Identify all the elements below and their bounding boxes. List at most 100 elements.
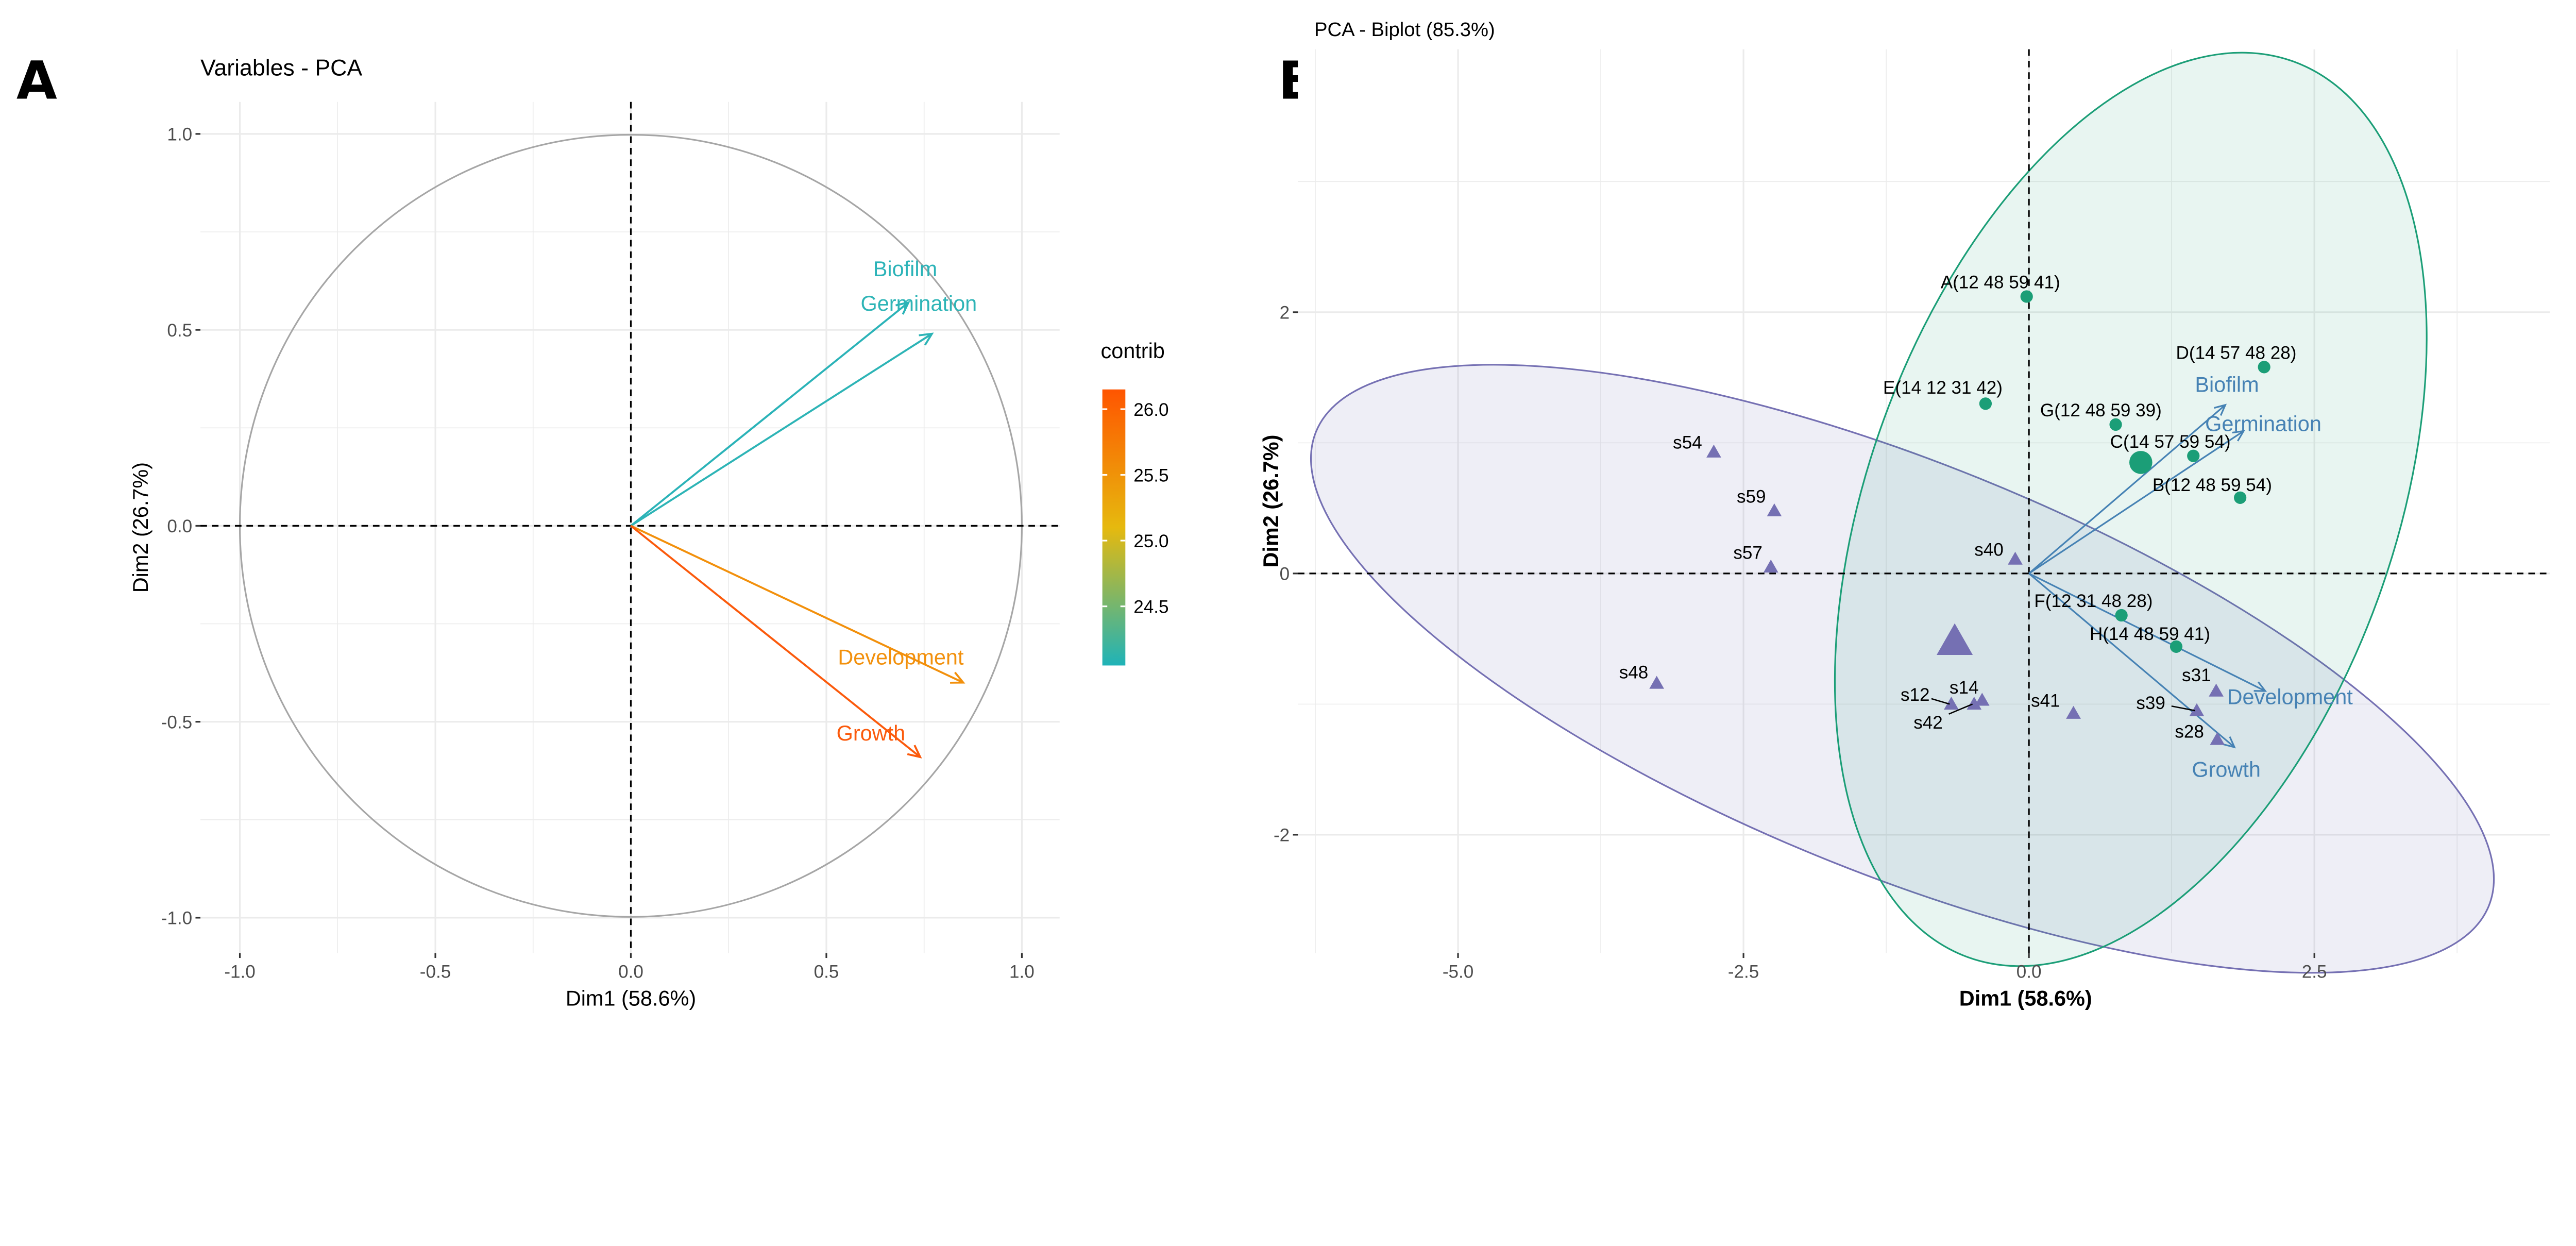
- group2-point: [1649, 676, 1664, 689]
- point-label: E(14 12 31 42): [1883, 378, 2003, 398]
- plot-area-a: -1.0 -0.5 0.0 0.5 1.0 1.0 0.5 0.0 -0.5 -1.0 Biofil…: [161, 102, 1060, 982]
- x-tick-label: 0.5: [814, 962, 839, 982]
- group1-point: [1979, 397, 1992, 410]
- variable-arrow-biofilm: [630, 301, 909, 527]
- colorbar-label: 24.5: [1133, 597, 1168, 617]
- point-label: s28: [2175, 722, 2204, 742]
- group2-point: [2008, 551, 2023, 565]
- variable-label: Development: [838, 645, 964, 669]
- point-label: s54: [1673, 433, 1702, 453]
- y-tick-label: -1.0: [161, 908, 192, 929]
- point-label: s48: [1619, 662, 1649, 682]
- group2-point: [2210, 732, 2225, 745]
- chart-title-a: Variables - PCA: [200, 56, 362, 81]
- point-label: s14: [1950, 678, 1979, 698]
- variable-label: Biofilm: [873, 257, 937, 281]
- group1-confidence-ellipse: [1834, 52, 2428, 967]
- variable-label: Germination: [2205, 412, 2321, 436]
- arrowhead-icon: [919, 332, 934, 346]
- label-leader-line: [1931, 698, 1950, 705]
- point-label: s42: [1913, 713, 1943, 733]
- arrowhead-icon: [2232, 430, 2245, 442]
- x-tick-label: -5.0: [1443, 962, 1473, 982]
- point-label: s39: [2136, 693, 2165, 713]
- group2-point: [1944, 697, 1959, 710]
- group2-point: [1967, 697, 1982, 710]
- y-tick-label: 0.5: [167, 321, 192, 341]
- variable-arrow-biofilm: [2028, 404, 2226, 575]
- panel-label-a: A: [16, 50, 57, 111]
- x-tick-label: 0.0: [618, 962, 643, 982]
- label-leader-line: [1948, 703, 1973, 715]
- group1-point: [2170, 640, 2183, 653]
- group2-confidence-ellipse: [1310, 364, 2495, 974]
- point-label: D(14 57 48 28): [2176, 343, 2297, 363]
- group2-mean-point: [1936, 623, 1973, 655]
- point-label: s57: [1733, 543, 1762, 563]
- x-tick-label: 1.0: [1009, 962, 1035, 982]
- variable-label: Biofilm: [2195, 372, 2259, 396]
- point-label: s12: [1901, 685, 1930, 705]
- variable-label: Growth: [2192, 757, 2261, 781]
- group2-point: [2189, 703, 2205, 716]
- variable-label: Germination: [860, 291, 977, 315]
- x-tick-label: 2.5: [2302, 962, 2327, 982]
- y-tick-label: -2: [1274, 826, 1290, 846]
- group2-point: [1974, 693, 1990, 706]
- y-tick-label: 0.0: [167, 516, 192, 536]
- variable-arrow-growth: [630, 525, 921, 758]
- point-label: B(12 48 59 54): [2153, 475, 2272, 495]
- colorbar-label: 25.5: [1133, 465, 1168, 485]
- y-tick-label: 2: [1280, 303, 1290, 323]
- variable-label: Growth: [837, 721, 906, 745]
- contrib-legend: 26.0 25.5 25.0 24.5: [1102, 389, 1168, 666]
- x-axis-title-a: Dim1 (58.6%): [566, 986, 696, 1011]
- point-label: C(14 57 59 54): [2110, 432, 2231, 452]
- arrowhead-icon: [2223, 736, 2236, 749]
- arrowhead-icon: [2253, 681, 2267, 692]
- legend-title: contrib: [1100, 339, 1164, 363]
- point-label: s31: [2182, 665, 2211, 685]
- x-tick-label: -1.0: [224, 962, 255, 982]
- group2-point: [2066, 705, 2081, 719]
- variable-arrow-growth: [2028, 573, 2235, 748]
- y-axis-title-a: Dim2 (26.7%): [128, 462, 152, 593]
- figure: A B Variables - PCA Dim1 (58.6%) Dim2 (2…: [16, 19, 2550, 1011]
- variable-arrow-development: [630, 525, 964, 684]
- group1-point: [2115, 609, 2128, 622]
- group2-point: [1706, 444, 1721, 458]
- group1-point: [2020, 290, 2033, 303]
- variables-pca-plot: Variables - PCA Dim1 (58.6%) Dim2 (26.7%…: [128, 56, 1169, 1011]
- point-label: A(12 48 59 41): [1941, 273, 2060, 293]
- point-label: s59: [1737, 486, 1766, 507]
- variable-arrow-germination: [2028, 430, 2244, 575]
- x-tick-label: -0.5: [420, 962, 451, 982]
- group1-point: [2258, 361, 2270, 374]
- y-tick-label: -0.5: [161, 712, 192, 732]
- variable-label: Development: [2227, 685, 2353, 709]
- arrowhead-icon: [895, 301, 910, 315]
- y-tick-label: 1.0: [167, 125, 192, 145]
- group1-point: [2234, 491, 2247, 504]
- group2-point: [1767, 503, 1782, 516]
- point-label: F(12 31 48 28): [2034, 591, 2153, 611]
- colorbar-label: 26.0: [1133, 400, 1168, 420]
- plot-background-b: [1298, 49, 2550, 953]
- arrowhead-icon: [950, 671, 965, 684]
- x-tick-label: -2.5: [1728, 962, 1759, 982]
- arrowhead-icon: [907, 745, 922, 759]
- point-label: H(14 48 59 41): [2090, 624, 2210, 644]
- biplot: PCA - Biplot (85.3%) Dim1 (58.6%) Dim2 (…: [1259, 19, 2550, 1011]
- group1-mean-point: [2129, 451, 2153, 474]
- group2-point: [1763, 559, 1778, 573]
- point-label: G(12 48 59 39): [2040, 400, 2162, 420]
- y-tick-label: 0: [1280, 564, 1290, 584]
- point-label: s40: [1974, 540, 2004, 560]
- x-axis-title-b: Dim1 (58.6%): [1959, 986, 2092, 1011]
- point-label: s41: [2031, 691, 2060, 711]
- group1-point: [2187, 449, 2200, 462]
- group2-point: [2209, 683, 2224, 697]
- x-tick-label: 0.0: [2016, 962, 2042, 982]
- group1-point: [2109, 418, 2122, 431]
- arrowhead-icon: [2214, 403, 2227, 416]
